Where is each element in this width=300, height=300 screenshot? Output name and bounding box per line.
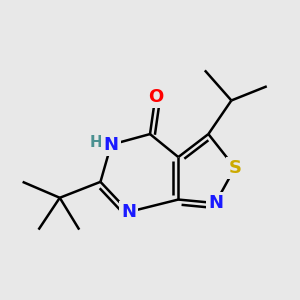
Text: N: N	[208, 194, 223, 212]
Text: H: H	[90, 135, 103, 150]
Text: N: N	[121, 203, 136, 221]
Text: N: N	[103, 136, 118, 154]
Text: O: O	[148, 88, 163, 106]
Text: S: S	[228, 159, 242, 177]
